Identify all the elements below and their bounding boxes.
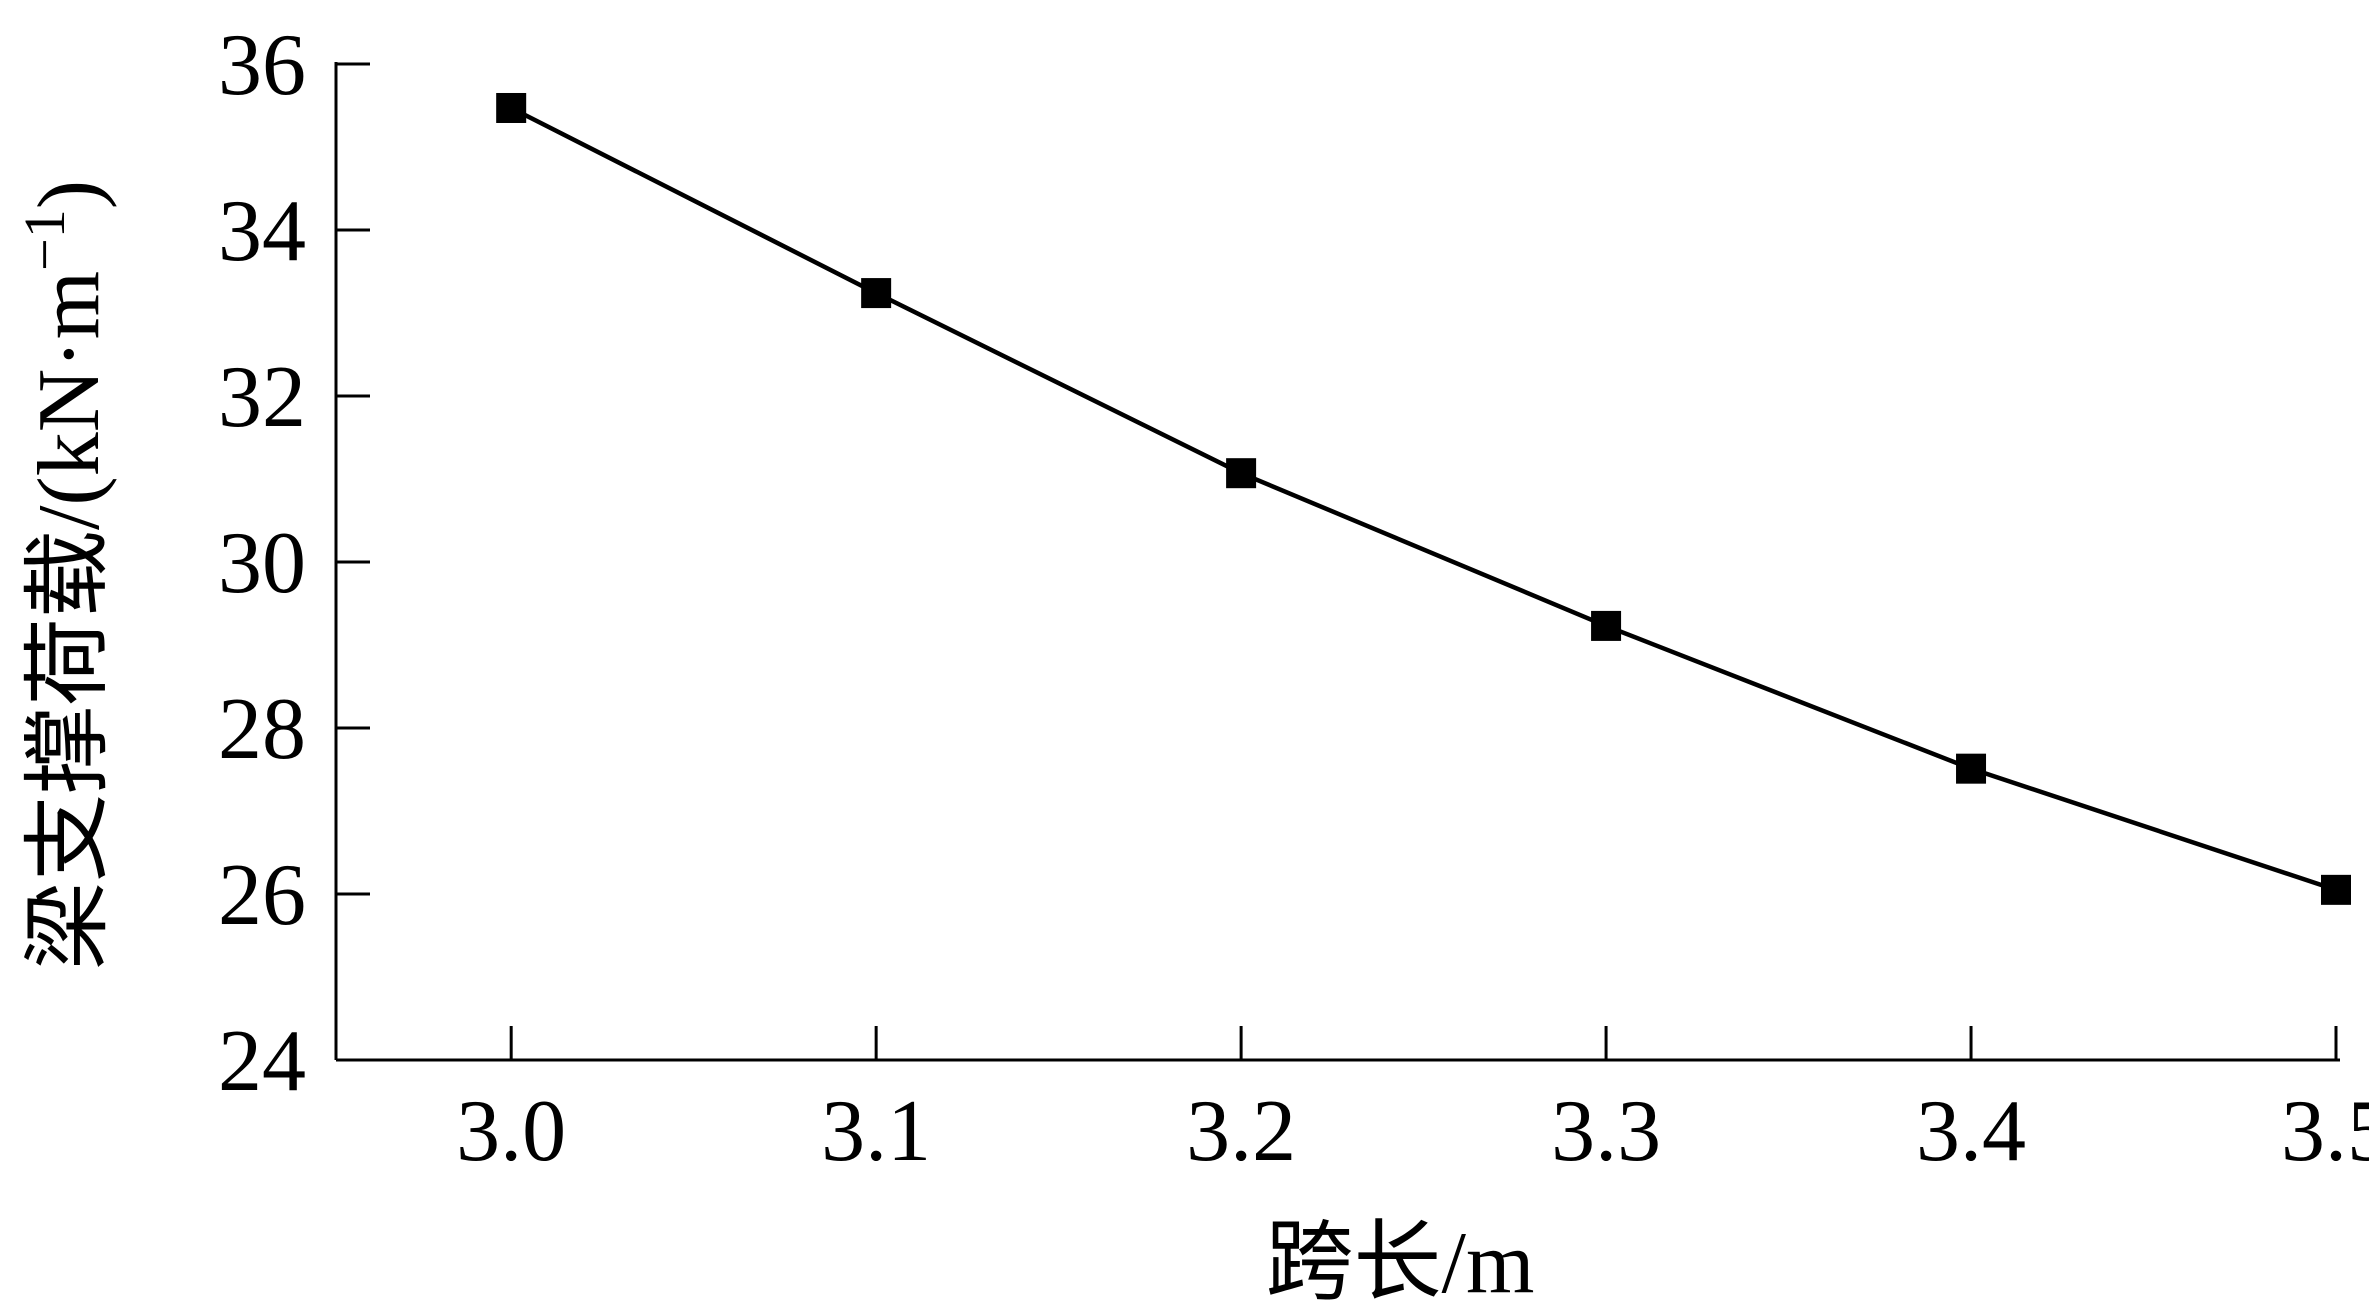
data-marker bbox=[861, 278, 892, 309]
y-tick-label: 24 bbox=[218, 1013, 306, 1110]
y-axis-label-sup: −1 bbox=[12, 209, 77, 271]
x-axis-label: 跨长/m bbox=[1266, 1215, 1535, 1307]
y-tick-label: 30 bbox=[218, 515, 306, 612]
y-tick-label: 28 bbox=[218, 681, 306, 778]
y-tick-label: 32 bbox=[218, 349, 306, 446]
x-tick-label: 3.1 bbox=[821, 1083, 931, 1180]
data-marker bbox=[1226, 458, 1257, 489]
data-line bbox=[510, 105, 2337, 892]
x-tick-label: 3.4 bbox=[1916, 1083, 2026, 1180]
x-tick-label: 3.3 bbox=[1551, 1083, 1661, 1180]
data-marker bbox=[496, 92, 527, 123]
y-axis-label-main: 梁支撑荷载/(kN·m bbox=[21, 271, 118, 970]
x-tick-label: 3.5 bbox=[2281, 1083, 2369, 1180]
y-tick-label: 36 bbox=[218, 17, 306, 114]
y-tick-label: 26 bbox=[218, 847, 306, 944]
y-axis-label-end: ) bbox=[21, 180, 118, 209]
y-axis-label: 梁支撑荷载/(kN·m−1) bbox=[12, 180, 118, 970]
y-tick-label: 34 bbox=[218, 183, 306, 280]
data-marker bbox=[2321, 874, 2351, 905]
data-marker bbox=[1956, 753, 1987, 784]
x-tick-label: 3.0 bbox=[456, 1083, 566, 1180]
data-marker bbox=[1591, 610, 1622, 641]
x-tick-label: 3.2 bbox=[1186, 1083, 1296, 1180]
